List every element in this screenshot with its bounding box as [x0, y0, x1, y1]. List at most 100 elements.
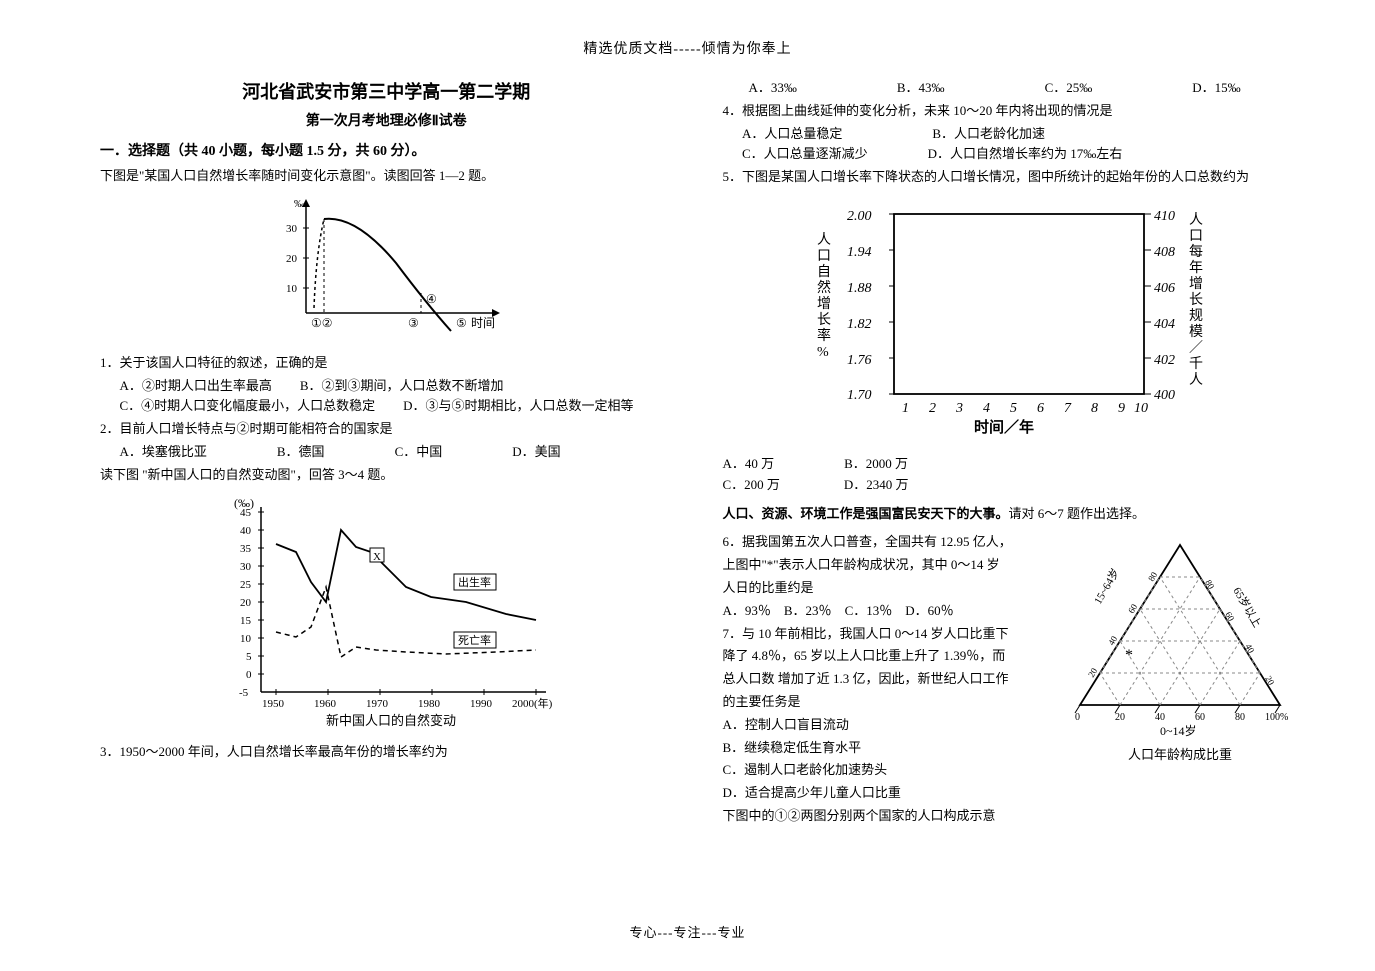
- q4-b: B．人口老龄化加速: [932, 124, 1045, 145]
- svg-text:然: 然: [817, 279, 831, 296]
- q2-c: C．中国: [395, 442, 443, 463]
- svg-text:80: 80: [1235, 712, 1245, 723]
- q2-stem: 2．目前人口增长特点与②时期可能相符合的国家是: [100, 419, 673, 440]
- svg-text:408: 408: [1154, 245, 1175, 260]
- svg-text:时间／年: 时间／年: [974, 418, 1034, 436]
- q5-choices-1: A．40 万 B．2000 万: [723, 454, 1296, 475]
- figure-4: * 0 20 40 60 80 100%: [1065, 530, 1295, 828]
- q5-d: D．2340 万: [844, 475, 909, 496]
- svg-text:45: 45: [240, 507, 252, 519]
- svg-text:40: 40: [1155, 712, 1165, 723]
- svg-text:1990: 1990: [470, 698, 493, 710]
- svg-text:20: 20: [240, 597, 252, 609]
- svg-text:1970: 1970: [366, 698, 389, 710]
- svg-text:出生率: 出生率: [458, 575, 491, 589]
- section-heading: 一．选择题（共 40 小题，每小题 1.5 分，共 60 分）。: [100, 140, 673, 160]
- svg-text:-5: -5: [239, 687, 249, 699]
- svg-text:④: ④: [426, 292, 437, 306]
- q3-a: A．33‰: [749, 78, 797, 99]
- q6-choices: A．93％ B．23％ C．13％ D．60％: [723, 601, 1056, 622]
- svg-text:%: %: [817, 345, 829, 360]
- q2-b: B．德国: [277, 442, 325, 463]
- svg-text:③: ③: [408, 316, 419, 330]
- svg-text:增: 增: [1189, 276, 1203, 292]
- q3-stem: 3．1950～2000 年间，人口自然增长率最高年份的增长率约为: [100, 742, 673, 763]
- svg-text:增: 增: [817, 296, 831, 312]
- q5-stem: 5．下图是某国人口增长率下降状态的人口增长情况，图中所统计的起始年份的人口总数约…: [723, 167, 1296, 188]
- q7-line4: 的主要任务是: [723, 692, 1056, 713]
- right-column: A．33‰ B．43‰ C．25‰ D．15‰ 4．根据图上曲线延伸的变化分析，…: [723, 78, 1296, 829]
- q1-choices-2: C．④时期人口变化幅度最小，人口总数稳定 D．③与⑤时期相比，人口总数一定相等: [100, 396, 673, 417]
- svg-text:长: 长: [1189, 292, 1203, 308]
- svg-text:4: 4: [983, 401, 990, 416]
- svg-text:长: 长: [817, 312, 831, 328]
- svg-text:1.76: 1.76: [847, 353, 872, 368]
- svg-text:2: 2: [929, 401, 936, 416]
- svg-text:1.70: 1.70: [847, 388, 872, 403]
- intro-q3-4: 读下图 "新中国人口的自然变动图"，回答 3～4 题。: [100, 465, 673, 486]
- svg-text:6: 6: [1037, 401, 1044, 416]
- q3-choices: A．33‰ B．43‰ C．25‰ D．15‰: [723, 78, 1296, 99]
- svg-text:30: 30: [286, 223, 298, 235]
- q6-line3: 人日的比重约是: [723, 578, 1056, 599]
- q4-choices-2: C．人口总量逐渐减少 D．人口自然增长率约为 17‰左右: [723, 144, 1296, 165]
- svg-text:8: 8: [1091, 401, 1098, 416]
- svg-text:口: 口: [817, 249, 831, 264]
- q6-c: C．13％: [845, 603, 893, 618]
- svg-text:人: 人: [817, 232, 831, 248]
- intro-q6-7: 人口、资源、环境工作是强国富民安天下的大事。请对 6～7 题作出选择。: [723, 504, 1296, 525]
- svg-text:5: 5: [1010, 401, 1017, 416]
- q1-stem: 1．关于该国人口特征的叙述，正确的是: [100, 353, 673, 374]
- svg-text:40: 40: [240, 525, 252, 537]
- svg-text:0~14岁: 0~14岁: [1160, 723, 1197, 738]
- q4-stem: 4．根据图上曲线延伸的变化分析，未来 10～20 年内将出现的情况是: [723, 101, 1296, 122]
- q1-a: A．②时期人口出生率最高: [120, 376, 272, 397]
- q7-a: A．控制人口盲目流动: [723, 715, 1056, 736]
- q2-d: D．美国: [512, 442, 560, 463]
- svg-text:死亡率: 死亡率: [458, 633, 491, 647]
- q6-q7-text: 6．据我国第五次人口普查，全国共有 12.95 亿人， 上图中"*"表示人口年龄…: [723, 530, 1056, 828]
- q5-a: A．40 万: [723, 454, 775, 475]
- svg-text:1.82: 1.82: [847, 317, 872, 332]
- svg-text:1980: 1980: [418, 698, 441, 710]
- q6-line1: 6．据我国第五次人口普查，全国共有 12.95 亿人，: [723, 532, 1056, 553]
- q3-d: D．15‰: [1192, 78, 1240, 99]
- figure-1: ‰ 10 20 30 ①② ③ ④ ⑤ 时间: [100, 193, 673, 347]
- q5-c: C．200 万: [723, 475, 780, 496]
- svg-text:0: 0: [246, 669, 252, 681]
- q5-choices-2: C．200 万 D．2340 万: [723, 475, 1296, 496]
- intro-q1-2: 下图是"某国人口自然增长率随时间变化示意图"。读图回答 1—2 题。: [100, 166, 673, 187]
- q4-a: A．人口总量稳定: [742, 124, 842, 145]
- svg-text:自: 自: [817, 264, 831, 280]
- two-column-layout: 河北省武安市第三中学高一第二学期 第一次月考地理必修Ⅱ试卷 一．选择题（共 40…: [0, 58, 1375, 829]
- svg-text:10: 10: [286, 283, 298, 295]
- svg-text:404: 404: [1154, 317, 1175, 332]
- q1-c: C．④时期人口变化幅度最小，人口总数稳定: [120, 396, 376, 417]
- svg-text:①②: ①②: [311, 316, 333, 330]
- svg-text:X: X: [373, 551, 381, 563]
- q1-b: B．②到③期间，人口总数不断增加: [300, 376, 504, 397]
- q6-line2: 上图中"*"表示人口年龄构成状况，其中 0～14 岁: [723, 555, 1056, 576]
- q6-b: B．23％: [784, 603, 832, 618]
- svg-text:410: 410: [1154, 209, 1175, 224]
- svg-text:402: 402: [1154, 353, 1175, 368]
- svg-text:1950: 1950: [262, 698, 285, 710]
- svg-text:⑤: ⑤: [456, 316, 467, 330]
- svg-text:20: 20: [1115, 712, 1125, 723]
- svg-text:每: 每: [1189, 244, 1203, 260]
- svg-text:35: 35: [240, 543, 252, 555]
- svg-text:10: 10: [1134, 401, 1148, 416]
- q4-choices-1: A．人口总量稳定 B．人口老龄化加速: [723, 124, 1296, 145]
- svg-text:口: 口: [1189, 229, 1203, 244]
- q2-choices: A．埃塞俄比亚 B．德国 C．中国 D．美国: [100, 442, 673, 463]
- svg-text:人: 人: [1189, 372, 1203, 388]
- q3-b: B．43‰: [897, 78, 945, 99]
- svg-text:406: 406: [1154, 281, 1175, 296]
- q7-c: C．遏制人口老龄化加速势头: [723, 760, 1056, 781]
- q7-d: D．适合提高少年儿童人口比重: [723, 783, 1056, 804]
- svg-text:9: 9: [1118, 401, 1125, 416]
- svg-text:*: *: [1125, 647, 1133, 664]
- svg-text:60: 60: [1195, 712, 1205, 723]
- svg-text:年: 年: [1189, 260, 1203, 276]
- svg-text:‰: ‰: [294, 198, 305, 210]
